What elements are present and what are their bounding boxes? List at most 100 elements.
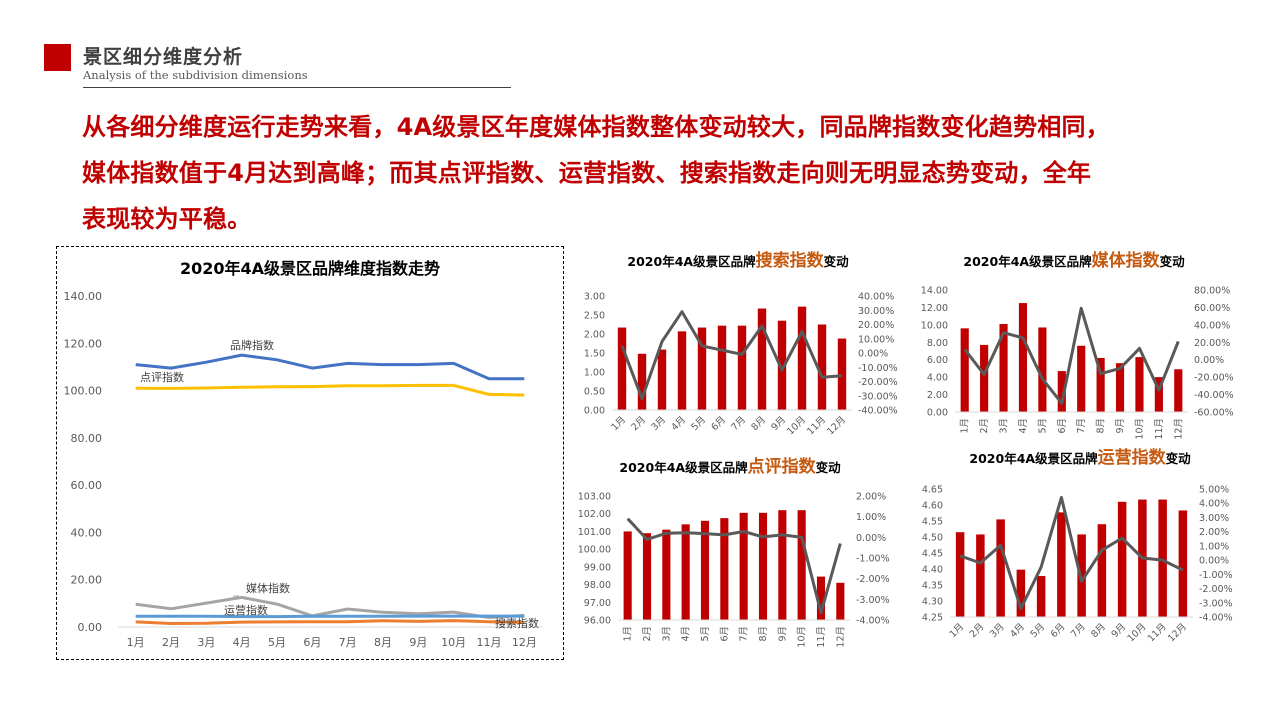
- bar: [657, 349, 667, 410]
- y-tick-label: 96.00: [584, 616, 611, 627]
- y-tick-label: 100.00: [578, 545, 611, 556]
- header-divider: [83, 87, 511, 88]
- bar: [976, 534, 985, 617]
- y-tick-label: 99.00: [584, 562, 611, 573]
- x-tick-label: 7月: [339, 636, 357, 649]
- x-tick-label: 12月: [512, 636, 537, 649]
- y2-tick-label: 20.00%: [858, 320, 894, 331]
- y2-tick-label: -1.00%: [1199, 570, 1233, 581]
- bar: [1174, 369, 1183, 412]
- x-tick-label: 3月: [197, 636, 215, 649]
- x-tick-label: 7月: [1076, 418, 1087, 434]
- chart-title-suffix: 变动: [1166, 451, 1192, 466]
- y2-tick-label: -40.00%: [858, 406, 898, 417]
- x-tick-label: 7月: [739, 626, 750, 642]
- series-line-1: [135, 383, 525, 397]
- page-title: 景区细分维度分析: [83, 46, 244, 68]
- y-tick-label: 140.00: [64, 290, 103, 303]
- y-tick-label: 14.00: [921, 286, 948, 297]
- bar: [797, 510, 806, 620]
- y2-tick-label: 40.00%: [858, 292, 894, 303]
- series-label: 搜索指数: [495, 616, 539, 630]
- y2-tick-label: -2.00%: [856, 574, 890, 585]
- y2-tick-label: -60.00%: [1194, 408, 1234, 419]
- series-line-2: [135, 595, 525, 619]
- y2-tick-label: -20.00%: [1194, 373, 1234, 384]
- change-rate-line: [959, 496, 1184, 610]
- x-tick-label: 6月: [303, 636, 321, 649]
- y-tick-label: 8.00: [927, 338, 948, 349]
- y-tick-label: 103.00: [578, 492, 611, 503]
- y2-tick-label: -20.00%: [858, 377, 898, 388]
- y-tick-label: 4.35: [922, 581, 943, 592]
- x-tick-label: 1月: [623, 626, 634, 642]
- x-tick-label: 4月: [1018, 418, 1029, 434]
- y2-tick-label: -3.00%: [856, 595, 890, 606]
- y2-tick-label: -2.00%: [1199, 584, 1233, 595]
- bar: [1135, 357, 1144, 412]
- y-tick-label: 4.30: [922, 597, 943, 608]
- x-tick-label: 8月: [749, 414, 768, 433]
- x-tick-label: 4月: [1008, 621, 1027, 640]
- summary-line: 媒体指数值于4月达到高峰；而其点评指数、运营指数、搜索指数走向则无明显态势变动，…: [82, 159, 1092, 187]
- bar: [739, 512, 748, 620]
- series-label: 运营指数: [224, 603, 268, 617]
- y-tick-label: 4.25: [922, 613, 943, 624]
- bar: [955, 532, 965, 617]
- y2-tick-label: -3.00%: [1199, 598, 1233, 609]
- y2-tick-label: 0.00%: [1194, 355, 1224, 366]
- x-tick-label: 12月: [835, 626, 846, 648]
- x-tick-label: 5月: [689, 414, 708, 433]
- x-tick-label: 8月: [758, 626, 769, 642]
- x-tick-label: 2月: [979, 418, 990, 434]
- y2-tick-label: 10.00%: [858, 334, 894, 345]
- x-tick-label: 3月: [649, 414, 668, 433]
- bar: [617, 327, 627, 410]
- y-tick-label: 98.00: [584, 580, 611, 591]
- x-tick-label: 10月: [785, 414, 808, 437]
- chart-title-highlight: 媒体指数: [1092, 250, 1161, 271]
- x-tick-label: 10月: [441, 636, 466, 649]
- x-tick-label: 9月: [1115, 418, 1126, 434]
- chart-title: 2020年4A级景区品牌媒体指数变动: [963, 250, 1185, 271]
- x-tick-label: 4月: [669, 414, 688, 433]
- bar: [837, 338, 847, 410]
- bar: [1036, 576, 1046, 617]
- bar: [816, 576, 826, 620]
- x-tick-label: 1月: [960, 418, 971, 434]
- y-tick-label: 4.45: [922, 549, 943, 560]
- bar: [637, 353, 647, 410]
- y2-tick-label: 0.00%: [1199, 556, 1229, 567]
- y2-tick-label: 60.00%: [1194, 303, 1230, 314]
- chart-title-prefix: 2020年4A级景区品牌: [619, 460, 748, 475]
- x-tick-label: 2月: [162, 636, 180, 649]
- change-rate-line: [626, 517, 842, 615]
- bar: [836, 582, 845, 620]
- y2-tick-label: -4.00%: [1199, 613, 1233, 624]
- y-tick-label: 4.60: [922, 501, 943, 512]
- x-tick-label: 8月: [1096, 418, 1107, 434]
- bar: [1115, 363, 1125, 412]
- bar: [797, 306, 807, 410]
- y-tick-label: 60.00: [71, 479, 103, 492]
- x-tick-label: 5月: [1037, 418, 1048, 434]
- x-tick-label: 3月: [661, 626, 672, 642]
- bar: [1158, 499, 1167, 617]
- bar: [1077, 345, 1086, 412]
- y-tick-label: 40.00: [71, 526, 103, 539]
- y2-tick-label: 40.00%: [1194, 320, 1230, 331]
- bar: [960, 328, 969, 412]
- search-index-chart: 2020年4A级景区品牌搜索指数变动 0.00 0.50 1.00 1.50 2.00 2.…: [584, 250, 898, 437]
- x-tick-label: 11月: [1154, 418, 1165, 440]
- y-tick-label: 80.00: [71, 432, 103, 445]
- y2-tick-label: 5.00%: [1199, 485, 1229, 496]
- y-tick-label: 0.00: [584, 406, 605, 417]
- y-tick-label: 1.50: [584, 349, 605, 360]
- bar: [720, 518, 729, 620]
- x-tick-label: 10月: [1134, 418, 1145, 440]
- x-tick-label: 7月: [1069, 621, 1088, 640]
- bar: [1154, 377, 1163, 412]
- x-tick-label: 9月: [777, 626, 788, 642]
- y-tick-label: 100.00: [64, 385, 103, 398]
- y2-tick-label: 2.00%: [1199, 527, 1229, 538]
